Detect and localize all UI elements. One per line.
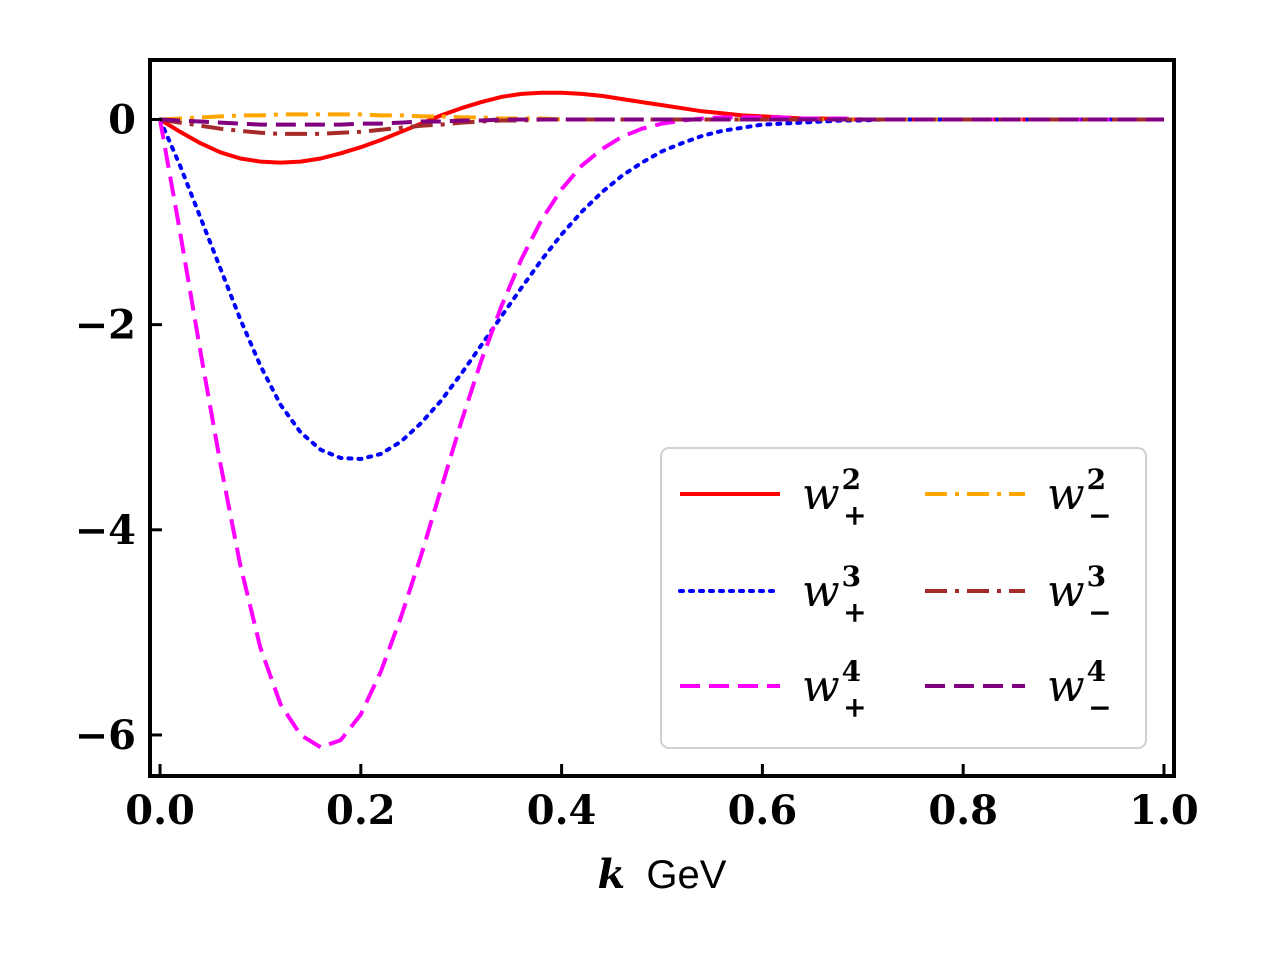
plot-frame xyxy=(148,58,1176,778)
legend-label-sup: 3 xyxy=(1087,560,1106,593)
legend-label-base: w xyxy=(802,469,840,520)
series-line-2 xyxy=(158,117,1166,461)
legend-label-sup: 2 xyxy=(842,463,861,496)
legend-label-base: w xyxy=(802,566,840,617)
legend-label-sub: + xyxy=(843,499,866,532)
legend: w2 +w3 +w4 +w2 −w3 −w4− xyxy=(660,447,1147,749)
legend-label-sub: − xyxy=(1088,499,1111,532)
legend-label-3: w4 + xyxy=(802,655,867,724)
x-tick-label: 0.4 xyxy=(527,787,597,834)
y-tick-label: −2 xyxy=(75,302,136,349)
legend-label-sup: 2 xyxy=(1087,463,1106,496)
legend-frame xyxy=(660,447,1147,749)
legend-label-sup: 4 xyxy=(842,655,861,688)
legend-label-4: w2− xyxy=(1047,463,1112,532)
legend-label-sup: 3 xyxy=(842,560,861,593)
x-tick-label: 0.2 xyxy=(326,787,396,834)
legend-label-sup: 4 xyxy=(1087,655,1106,688)
tick-layer: 0.0 0.2 0.4 0.6 0.8 1.00−2−4−6 xyxy=(75,96,1199,834)
x-tick-label: 0.6 xyxy=(728,787,798,834)
series-line-6 xyxy=(159,117,1164,127)
x-tick-label: 1.0 xyxy=(1129,787,1199,834)
x-tick-label: 0.8 xyxy=(928,787,998,834)
series-line-3 xyxy=(158,115,1164,750)
legend-label-2: w3 + xyxy=(802,560,867,629)
legend-label-6: w4− xyxy=(1047,655,1112,724)
legend-label-1: w2 + xyxy=(802,463,867,532)
y-tick-label: 0 xyxy=(108,96,136,143)
x-axis-variable: k xyxy=(598,851,626,898)
legend-label-sub: + xyxy=(843,596,866,629)
x-axis-label: k GeV xyxy=(598,851,727,898)
legend-label-sub: − xyxy=(1088,596,1111,629)
series-line-5 xyxy=(159,117,1164,136)
legend-label-sub: − xyxy=(1088,691,1111,724)
legend-label-5: w3− xyxy=(1047,560,1112,629)
legend-label-sub: + xyxy=(843,691,866,724)
legend-label-base: w xyxy=(802,661,840,712)
x-tick-label: 0.0 xyxy=(125,787,195,834)
legend-label-base: w xyxy=(1047,566,1085,617)
x-axis-unit: GeV xyxy=(646,853,726,897)
y-tick-label: −6 xyxy=(75,712,136,759)
legend-label-base: w xyxy=(1047,661,1085,712)
y-tick-label: −4 xyxy=(75,507,136,554)
series-layer xyxy=(158,90,1166,750)
legend-label-base: w xyxy=(1047,469,1085,520)
